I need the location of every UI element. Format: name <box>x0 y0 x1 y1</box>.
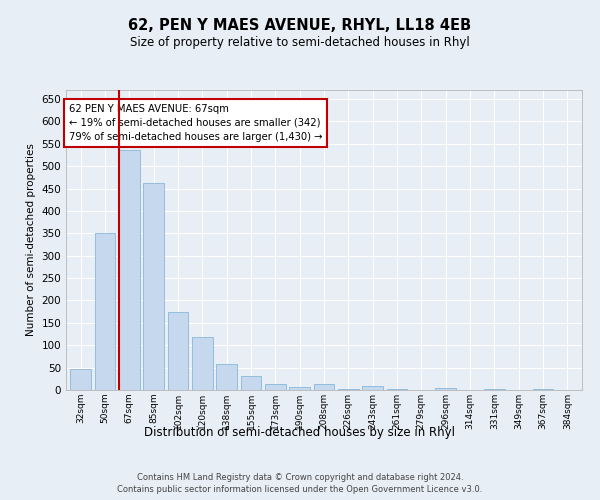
Text: Distribution of semi-detached houses by size in Rhyl: Distribution of semi-detached houses by … <box>145 426 455 439</box>
Text: Contains public sector information licensed under the Open Government Licence v3: Contains public sector information licen… <box>118 484 482 494</box>
Y-axis label: Number of semi-detached properties: Number of semi-detached properties <box>26 144 36 336</box>
Bar <box>338 388 359 390</box>
Text: Contains HM Land Registry data © Crown copyright and database right 2024.: Contains HM Land Registry data © Crown c… <box>137 473 463 482</box>
Bar <box>289 387 310 390</box>
Bar <box>216 364 237 390</box>
Bar <box>265 384 286 390</box>
Text: 62 PEN Y MAES AVENUE: 67sqm
← 19% of semi-detached houses are smaller (342)
79% : 62 PEN Y MAES AVENUE: 67sqm ← 19% of sem… <box>68 104 322 142</box>
Bar <box>533 388 553 390</box>
Bar <box>95 234 115 390</box>
Bar <box>192 337 212 390</box>
Bar <box>362 386 383 390</box>
Text: Size of property relative to semi-detached houses in Rhyl: Size of property relative to semi-detach… <box>130 36 470 49</box>
Bar <box>119 150 140 390</box>
Bar <box>70 369 91 390</box>
Bar <box>436 388 456 390</box>
Bar <box>167 312 188 390</box>
Bar <box>143 183 164 390</box>
Bar <box>241 376 262 390</box>
Bar <box>314 384 334 390</box>
Bar <box>386 388 407 390</box>
Text: 62, PEN Y MAES AVENUE, RHYL, LL18 4EB: 62, PEN Y MAES AVENUE, RHYL, LL18 4EB <box>128 18 472 32</box>
Bar <box>484 388 505 390</box>
